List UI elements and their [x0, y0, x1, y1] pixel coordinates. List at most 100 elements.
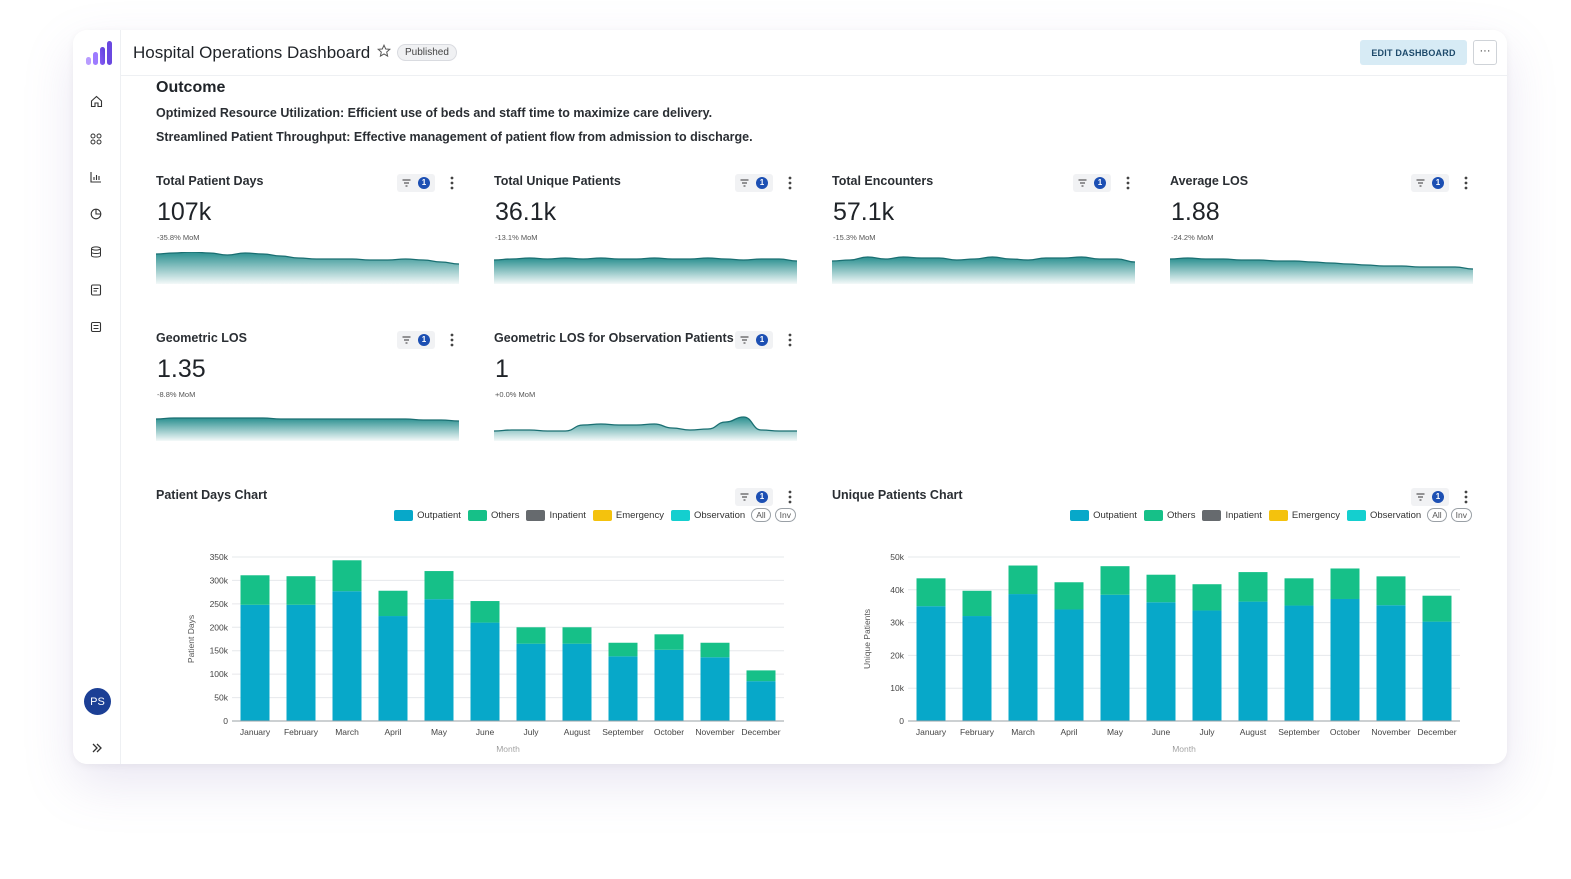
bar-others[interactable]	[916, 578, 946, 607]
bar-others[interactable]	[700, 642, 730, 658]
bar-outpatient[interactable]	[470, 622, 500, 721]
legend-item[interactable]: Outpatient	[394, 509, 461, 521]
star-icon[interactable]	[377, 44, 391, 58]
bar-others[interactable]	[1008, 565, 1038, 595]
document-icon[interactable]	[89, 283, 103, 297]
legend-item[interactable]: Observation	[670, 509, 746, 521]
legend-item[interactable]: Inpatient	[1202, 509, 1262, 521]
more-vert-icon[interactable]	[1125, 176, 1131, 190]
legend-invert-button[interactable]: Inv	[1450, 508, 1472, 522]
bar-others[interactable]	[1330, 568, 1360, 599]
bar-outpatient[interactable]	[608, 656, 638, 721]
legend-label: Observation	[693, 509, 746, 521]
filter-button[interactable]: 1	[1411, 488, 1449, 506]
expand-sidebar-icon[interactable]	[90, 741, 104, 755]
filter-button[interactable]: 1	[397, 331, 435, 349]
bar-others[interactable]	[962, 590, 992, 617]
bar-others[interactable]	[1422, 595, 1452, 622]
bar-others[interactable]	[608, 642, 638, 657]
more-vert-icon[interactable]	[1463, 176, 1469, 190]
bar-outpatient[interactable]	[700, 657, 730, 721]
bar-chart: 0 50k 100k 150k 200k 250k 300k 350k January Febru…	[186, 552, 784, 754]
legend-item[interactable]: Emergency	[1268, 509, 1340, 521]
bar-outpatient[interactable]	[1008, 594, 1038, 721]
bar-outpatient[interactable]	[1238, 601, 1268, 721]
bar-others[interactable]	[470, 601, 500, 623]
bar-others[interactable]	[1376, 576, 1406, 606]
bar-others[interactable]	[1192, 584, 1222, 611]
bar-outpatient[interactable]	[1330, 598, 1360, 721]
bar-outpatient[interactable]	[1054, 609, 1084, 721]
more-vert-icon[interactable]	[1463, 490, 1469, 504]
home-icon[interactable]	[89, 94, 103, 108]
bar-outpatient[interactable]	[1422, 621, 1452, 721]
bar-outpatient[interactable]	[240, 604, 270, 721]
bar-others[interactable]	[286, 576, 316, 605]
bar-outpatient[interactable]	[516, 643, 546, 721]
bar-others[interactable]	[332, 560, 362, 592]
filter-button[interactable]: 1	[735, 488, 773, 506]
bar-outpatient[interactable]	[746, 681, 776, 721]
bar-others[interactable]	[424, 571, 454, 600]
bar-others[interactable]	[378, 590, 408, 617]
more-vert-icon[interactable]	[787, 490, 793, 504]
bar-outpatient[interactable]	[916, 606, 946, 721]
filter-count-badge: 1	[756, 177, 768, 189]
dataset-icon[interactable]	[89, 320, 103, 334]
bar-chart-icon[interactable]	[89, 170, 103, 184]
more-vert-icon[interactable]	[449, 333, 455, 347]
logo-icon[interactable]	[85, 40, 113, 66]
legend-item[interactable]: Others	[467, 509, 519, 521]
bar-outpatient[interactable]	[1284, 605, 1314, 721]
legend-item[interactable]: Observation	[1346, 509, 1421, 521]
legend-item[interactable]: Emergency	[592, 509, 664, 521]
more-options-button[interactable]: ···	[1473, 40, 1497, 65]
bar-outpatient[interactable]	[562, 643, 592, 721]
sparkline-chart	[1170, 257, 1473, 284]
bar-others[interactable]	[1100, 566, 1130, 595]
bar-others[interactable]	[240, 575, 270, 605]
more-vert-icon[interactable]	[787, 333, 793, 347]
filter-button[interactable]: 1	[735, 331, 773, 349]
more-vert-icon[interactable]	[449, 176, 455, 190]
filter-count-badge: 1	[756, 334, 768, 346]
apps-icon[interactable]	[89, 132, 103, 146]
bar-others[interactable]	[1238, 572, 1268, 602]
legend-item[interactable]: Outpatient	[1070, 509, 1137, 521]
legend-invert-button[interactable]: Inv	[774, 508, 796, 522]
bar-others[interactable]	[562, 627, 592, 644]
filter-button[interactable]: 1	[1073, 174, 1111, 192]
bar-outpatient[interactable]	[286, 604, 316, 721]
bar-outpatient[interactable]	[1376, 605, 1406, 721]
bar-others[interactable]	[1054, 582, 1084, 610]
bar-outpatient[interactable]	[424, 599, 454, 721]
pie-chart-icon[interactable]	[89, 207, 103, 221]
bar-outpatient[interactable]	[1100, 594, 1130, 721]
bar-outpatient[interactable]	[654, 649, 684, 721]
bar-others[interactable]	[516, 627, 546, 644]
bar-others[interactable]	[1146, 574, 1176, 603]
avatar[interactable]: PS	[84, 688, 111, 715]
bar-others[interactable]	[746, 670, 776, 682]
bar-outpatient[interactable]	[378, 616, 408, 721]
sparkline-area	[832, 257, 1135, 284]
database-icon[interactable]	[89, 245, 103, 259]
filter-button[interactable]: 1	[735, 174, 773, 192]
bar-outpatient[interactable]	[962, 616, 992, 721]
legend-item[interactable]: Inpatient	[526, 509, 586, 521]
x-tick-label: February	[960, 727, 995, 737]
x-tick-label: January	[916, 727, 947, 737]
legend-all-button[interactable]: All	[1427, 508, 1447, 522]
filter-button[interactable]: 1	[397, 174, 435, 192]
more-vert-icon[interactable]	[787, 176, 793, 190]
edit-dashboard-button[interactable]: EDIT DASHBOARD	[1360, 40, 1467, 65]
bar-outpatient[interactable]	[332, 591, 362, 721]
bar-others[interactable]	[654, 634, 684, 650]
bar-others[interactable]	[1284, 578, 1314, 606]
legend-all-button[interactable]: All	[751, 508, 771, 522]
filter-count-badge: 1	[1094, 177, 1106, 189]
bar-outpatient[interactable]	[1192, 610, 1222, 721]
legend-item[interactable]: Others	[1143, 509, 1195, 521]
bar-outpatient[interactable]	[1146, 602, 1176, 721]
filter-button[interactable]: 1	[1411, 174, 1449, 192]
